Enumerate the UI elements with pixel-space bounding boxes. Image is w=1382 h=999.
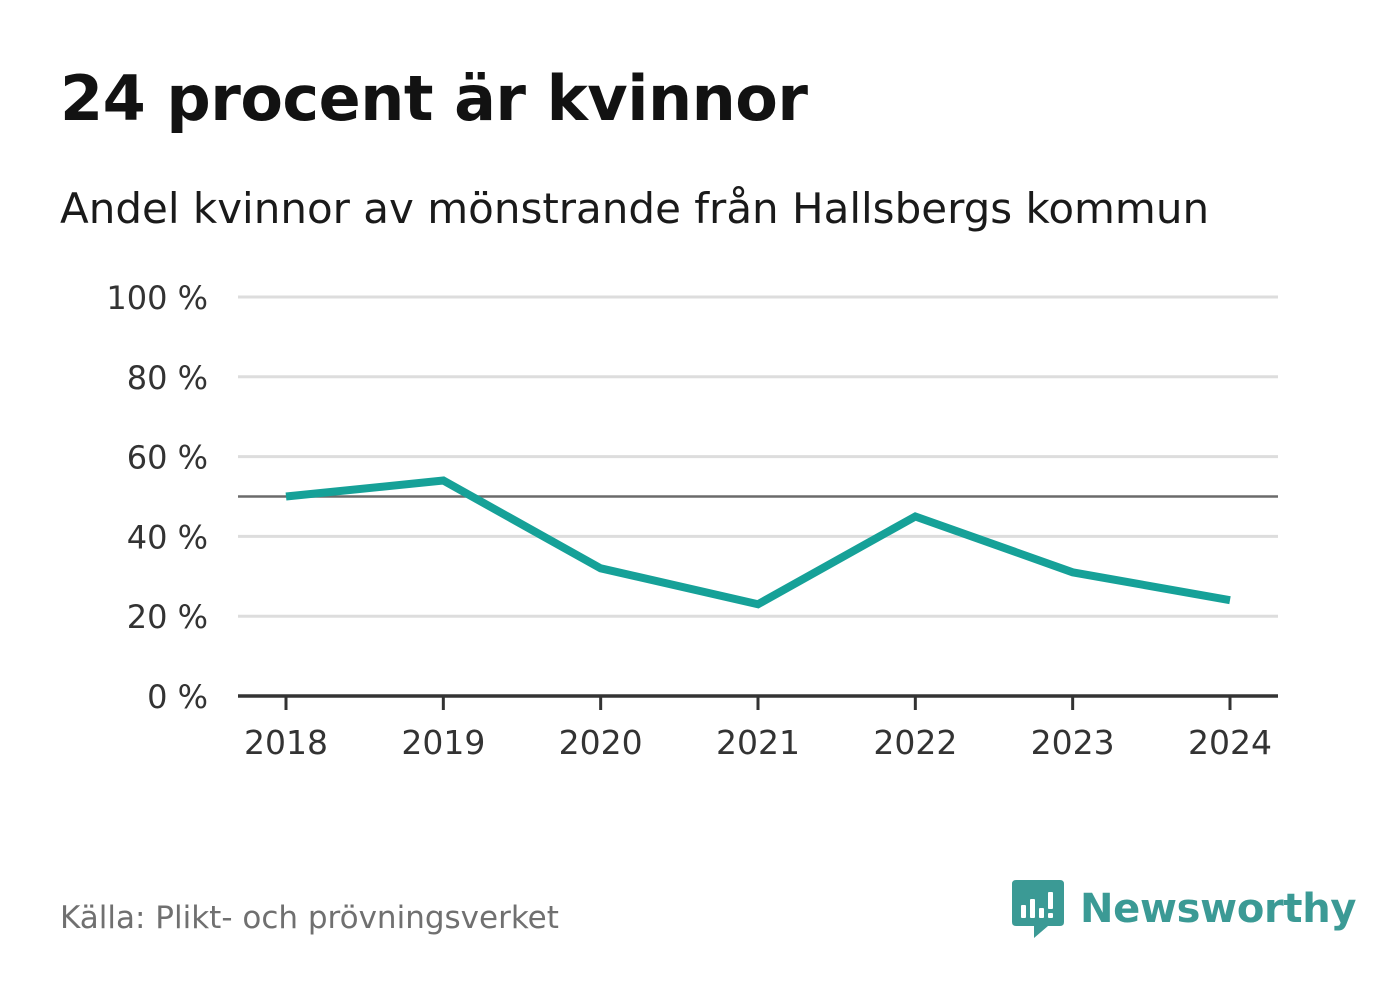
y-tick-label-100: 100 %: [106, 279, 208, 317]
chart-title: 24 procent är kvinnor: [60, 62, 808, 135]
x-tick-label-2018: 2018: [244, 723, 328, 762]
newsworthy-logo-icon: [1012, 880, 1064, 938]
data-series: [285, 476, 1231, 609]
x-tick-label-2021: 2021: [716, 723, 800, 762]
series-line-0: [285, 476, 1231, 609]
x-tick-label-2022: 2022: [873, 723, 957, 762]
y-tick-label-80: 80 %: [127, 359, 208, 397]
chart-subtitle: Andel kvinnor av mönstrande från Hallsbe…: [60, 184, 1210, 233]
brand-logo[interactable]: Newsworthy: [1010, 878, 1357, 940]
y-tick-label-60: 60 %: [127, 439, 208, 477]
source-note: Källa: Plikt- och prövningsverket: [60, 900, 559, 936]
x-tick-label-2019: 2019: [401, 723, 485, 762]
y-axis-ticks: 0 % 20 % 40 % 60 % 80 % 100 %: [106, 279, 208, 716]
y-tick-label-40: 40 %: [127, 518, 208, 556]
grid-lines: [238, 295, 1278, 618]
brand-name: Newsworthy: [1080, 886, 1357, 932]
x-tick-label-2023: 2023: [1031, 723, 1115, 762]
x-tick-label-2024: 2024: [1188, 723, 1272, 762]
x-tick-label-2020: 2020: [559, 723, 643, 762]
x-axis-ticks: 2018 2019 2020 2021 2022 2023 2024: [244, 696, 1272, 762]
y-tick-label-20: 20 %: [127, 598, 208, 636]
y-tick-label-0: 0 %: [147, 678, 208, 716]
